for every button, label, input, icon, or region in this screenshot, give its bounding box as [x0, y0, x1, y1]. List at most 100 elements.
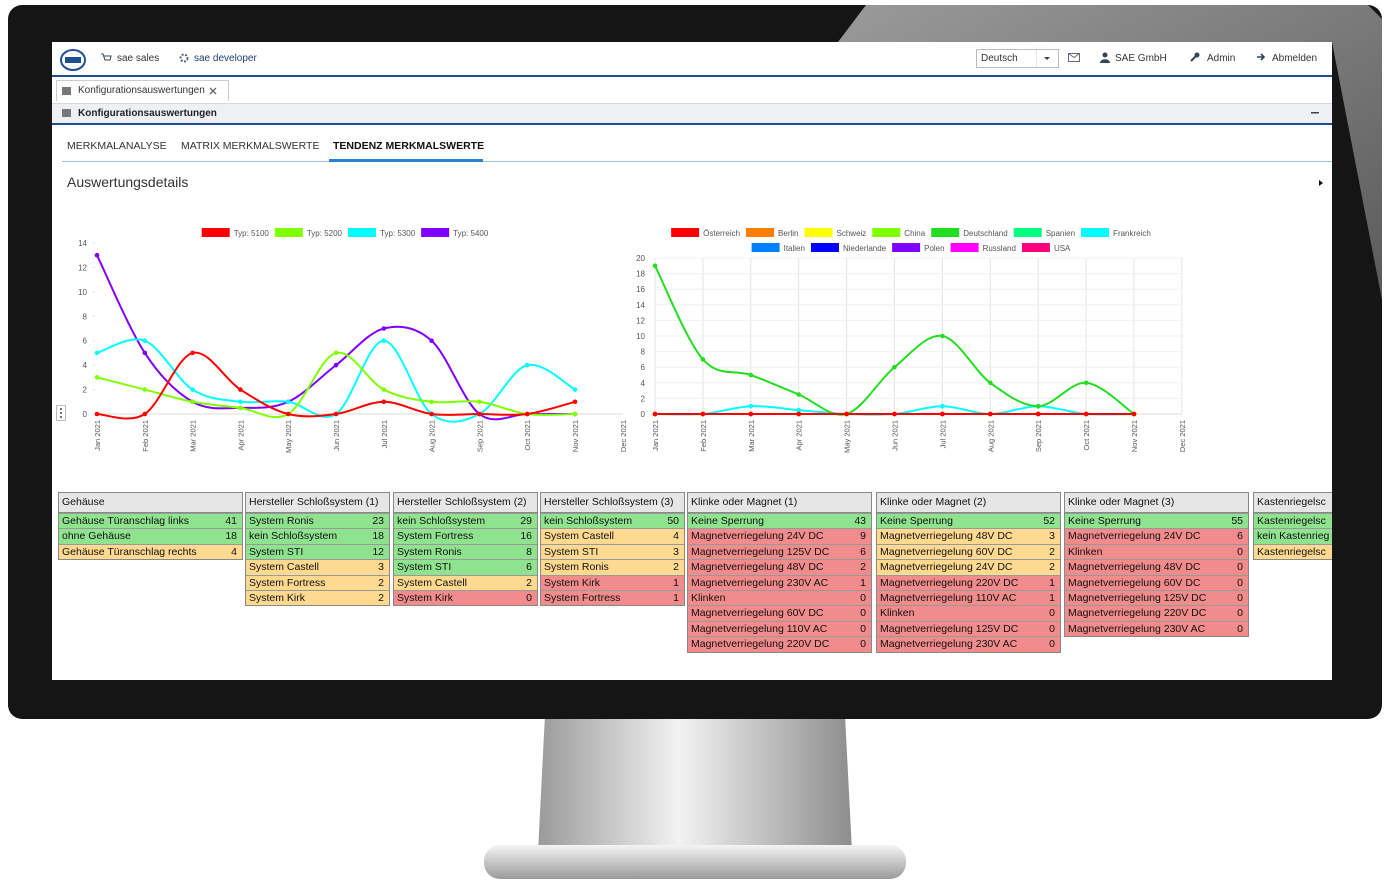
legend-swatch [892, 243, 921, 252]
table-row[interactable]: ohne Gehäuse 18 [59, 528, 242, 544]
table-row[interactable]: System Kirk 0 [394, 589, 537, 606]
subtab[interactable]: MATRIX MERKMALSWERTE [181, 140, 320, 152]
expand-arrow[interactable] [1318, 179, 1324, 187]
table-row[interactable]: Magnetverriegelung 125V DC 6 [688, 543, 871, 560]
x-tick-label: Jan 2021 [93, 420, 102, 451]
table-row[interactable]: Magnetverriegelung 125V DC 0 [1065, 589, 1248, 606]
table-row[interactable]: System STI 3 [541, 543, 684, 560]
row-value: 4 [673, 530, 679, 543]
language-select[interactable]: Deutsch [976, 49, 1059, 68]
table-row[interactable]: Klinken 0 [877, 605, 1060, 621]
table-row[interactable]: Keine Sperrung 55 [1065, 513, 1248, 529]
table-row[interactable]: Magnetverriegelung 48V DC 0 [1065, 559, 1248, 575]
table-row[interactable]: Gehäuse Türanschlag links 41 [59, 513, 242, 529]
admin[interactable]: Admin [1207, 53, 1236, 64]
table-row[interactable]: System Kirk 2 [246, 589, 389, 606]
table-row[interactable]: Magnetverriegelung 110V AC 1 [877, 589, 1060, 606]
table-row[interactable]: Magnetverriegelung 48V DC 3 [877, 528, 1060, 544]
x-tick-label: Dec 2021 [1178, 420, 1187, 452]
table-row[interactable]: Keine Sperrung 43 [688, 513, 871, 529]
table-row[interactable]: Magnetverriegelung 60V DC 2 [877, 543, 1060, 560]
table-row[interactable]: kein Schloßsystem 18 [246, 528, 389, 544]
tab[interactable]: Konfigurationsauswertungen [56, 80, 229, 101]
x-tick-label: Apr 2021 [236, 420, 245, 450]
subtab-indicator [329, 159, 483, 162]
row-value: 0 [526, 591, 532, 604]
row-value: 2 [378, 576, 384, 589]
table-row[interactable]: Magnetverriegelung 48V DC 2 [688, 559, 871, 575]
tab-close[interactable] [209, 87, 217, 95]
table-row[interactable]: Gehäuse Türanschlag rechts 4 [59, 543, 242, 560]
table-row[interactable]: Magnetverriegelung 230V AC 1 [688, 574, 871, 590]
row-label: System STI [544, 545, 599, 558]
table-row[interactable]: System Castell 3 [246, 559, 389, 575]
table-row[interactable]: System Castell 2 [394, 574, 537, 590]
table-row[interactable]: System Ronis 8 [394, 543, 537, 560]
company[interactable]: SAE GmbH [1115, 53, 1167, 64]
table-row[interactable]: Magnetverriegelung 60V DC 0 [688, 605, 871, 621]
table-row[interactable]: Magnetverriegelung 110V AC 0 [688, 620, 871, 637]
series-line [654, 265, 1135, 416]
y-tick-label: 2 [83, 386, 88, 395]
row-label: System STI [249, 545, 304, 558]
table-row[interactable]: System Kirk 1 [541, 574, 684, 590]
legend-label: Spanien [1046, 229, 1075, 238]
table-row[interactable]: Magnetverriegelung 60V DC 0 [1065, 574, 1248, 590]
legend-swatch [810, 243, 839, 252]
table-row[interactable]: Keine Sperrung 52 [877, 513, 1060, 529]
legend-label: Berlin [778, 229, 798, 238]
nav-link[interactable]: sae sales [117, 53, 160, 64]
row-label: System Ronis [249, 515, 314, 527]
table-row[interactable]: Klinken 0 [688, 589, 871, 606]
table-row[interactable]: System Fortress 1 [541, 589, 684, 606]
table-row[interactable]: kein Schloßsystem 50 [541, 513, 684, 529]
table-row[interactable]: Kastenriegelsc [1254, 543, 1332, 560]
point [190, 399, 195, 405]
table-row[interactable]: System Castell 4 [541, 528, 684, 544]
minimize[interactable] [1311, 112, 1319, 115]
table-row[interactable]: Magnetverriegelung 24V DC 6 [1065, 528, 1248, 544]
table-row[interactable]: System STI 12 [246, 543, 389, 560]
table-row[interactable]: Magnetverriegelung 220V DC 0 [688, 636, 871, 652]
row-value: 1 [673, 591, 679, 604]
table-row[interactable]: kein Kastenrieg [1254, 528, 1332, 544]
table-row[interactable]: System STI 6 [394, 559, 537, 575]
subtab[interactable]: MERKMALANALYSE [67, 140, 167, 152]
table-row[interactable]: Magnetverriegelung 24V DC 9 [688, 528, 871, 544]
table-row[interactable]: Magnetverriegelung 230V AC 0 [877, 636, 1060, 652]
mail-icon[interactable] [1068, 53, 1080, 62]
table-row[interactable]: System Ronis 23 [246, 513, 389, 529]
table-row[interactable]: Magnetverriegelung 220V DC 0 [1065, 605, 1248, 621]
legend-swatch [751, 243, 780, 252]
table-row[interactable]: Klinken 0 [1065, 543, 1248, 560]
row-label: Kastenriegelsc [1257, 545, 1326, 558]
table-row[interactable]: System Fortress 16 [394, 528, 537, 544]
point [988, 380, 993, 386]
row-label: Magnetverriegelung 48V DC [1068, 561, 1201, 574]
table-row[interactable]: Kastenriegelsc [1254, 513, 1332, 529]
row-label: Magnetverriegelung 230V AC [1068, 622, 1206, 635]
table-row[interactable]: Magnetverriegelung 24V DC 2 [877, 559, 1060, 575]
y-tick-label: 4 [83, 361, 88, 370]
table-row[interactable]: Magnetverriegelung 125V DC 0 [877, 620, 1060, 637]
logout[interactable]: Abmelden [1272, 53, 1318, 64]
subtab-active[interactable]: TENDENZ MERKMALSWERTE [333, 140, 485, 152]
point [381, 338, 387, 344]
x-tick-label: Mar 2021 [189, 420, 198, 452]
select-arrow [1036, 50, 1050, 67]
point [238, 405, 243, 411]
point [572, 399, 578, 405]
table-row[interactable]: System Ronis 2 [541, 559, 684, 575]
row-label: Magnetverriegelung 220V DC [880, 576, 1019, 589]
point [1035, 403, 1041, 409]
table-row[interactable]: kein Schloßsystem 29 [394, 513, 537, 529]
row-value: 0 [1049, 607, 1055, 620]
row-label: System Castell [397, 576, 468, 589]
table-row[interactable]: System Fortress 2 [246, 574, 389, 590]
table-row[interactable]: Magnetverriegelung 230V AC 0 [1065, 620, 1248, 637]
table-row[interactable]: Magnetverriegelung 220V DC 1 [877, 574, 1060, 590]
nav-link[interactable]: sae developer [194, 53, 257, 64]
row-label: Klinken [880, 607, 915, 620]
drag-handle[interactable] [56, 405, 66, 421]
row-value: 3 [1049, 530, 1055, 543]
